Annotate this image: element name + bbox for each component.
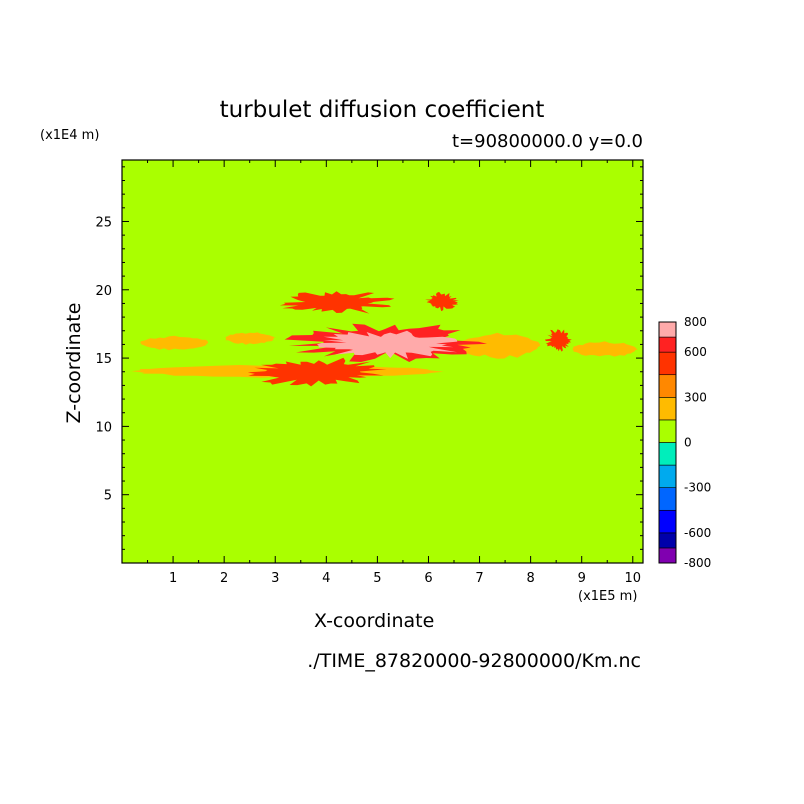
colorbar-bin-5 (658, 464, 677, 488)
heatmap-region-6 (247, 357, 387, 387)
colorbar-label--300: -300 (684, 481, 711, 495)
colorbar-label-0: 0 (684, 436, 692, 450)
heatmap-region-8 (425, 291, 459, 312)
colorbar-bin-9 (658, 374, 677, 398)
y-tick-label-10: 10 (95, 420, 112, 435)
heatmap-region-4 (572, 341, 638, 357)
colorbar-frame (658, 321, 677, 564)
plot-frame (121, 159, 644, 564)
x-tick-label-2: 2 (220, 571, 228, 586)
heatmap-background (122, 160, 643, 563)
x-axis-label: X-coordinate (314, 610, 435, 632)
heatmap-regions (131, 291, 638, 387)
colorbar-label-800: 800 (684, 315, 707, 329)
colorbar-bin-12 (658, 321, 677, 338)
heatmap-region-2 (225, 332, 276, 345)
y-tick-label-25: 25 (95, 215, 112, 230)
colorbar-label--800: -800 (684, 556, 711, 570)
colorbar-bin-1 (658, 547, 677, 564)
y-tick-label-20: 20 (95, 284, 112, 299)
x-tick-label-4: 4 (322, 571, 330, 586)
x-tick-label-5: 5 (373, 571, 381, 586)
heatmap-region-1 (139, 335, 208, 351)
x-tick-label-8: 8 (526, 571, 534, 586)
colorbar-bin-10 (658, 351, 677, 376)
x-tick-label-6: 6 (424, 571, 432, 586)
y-axis-unit: (x1E4 m) (40, 128, 100, 143)
chart-subtitle: t=90800000.0 y=0.0 (451, 131, 643, 152)
heatmap-region-5 (455, 332, 541, 359)
x-tick-label-9: 9 (578, 571, 586, 586)
x-tick-label-1: 1 (169, 571, 177, 586)
x-tick-label-10: 10 (625, 571, 642, 586)
x-tick-label-3: 3 (271, 571, 279, 586)
colorbar-bin-7 (658, 419, 677, 443)
colorbar-bin-2 (658, 532, 677, 549)
colorbar-bin-11 (658, 336, 677, 353)
colorbar-bin-8 (658, 397, 677, 421)
colorbar-label--600: -600 (684, 526, 711, 540)
chart-title: turbulet diffusion coefficient (219, 97, 545, 123)
colorbar-bin-3 (658, 509, 677, 534)
heatmap-region-7 (279, 291, 395, 314)
source-file-label: ./TIME_87820000-92800000/Km.nc (307, 650, 641, 672)
colorbar-label-600: 600 (684, 345, 707, 359)
x-axis-unit: (x1E5 m) (578, 589, 638, 604)
heatmap-region-11 (544, 329, 572, 352)
colorbar-bin-6 (658, 442, 677, 466)
colorbar-bin-4 (658, 487, 677, 511)
heatmap-region-10 (317, 330, 458, 359)
y-tick-label-15: 15 (95, 352, 112, 367)
x-tick-label-7: 7 (475, 571, 483, 586)
colorbar-label-300: 300 (684, 390, 707, 404)
y-tick-label-5: 5 (104, 489, 112, 504)
